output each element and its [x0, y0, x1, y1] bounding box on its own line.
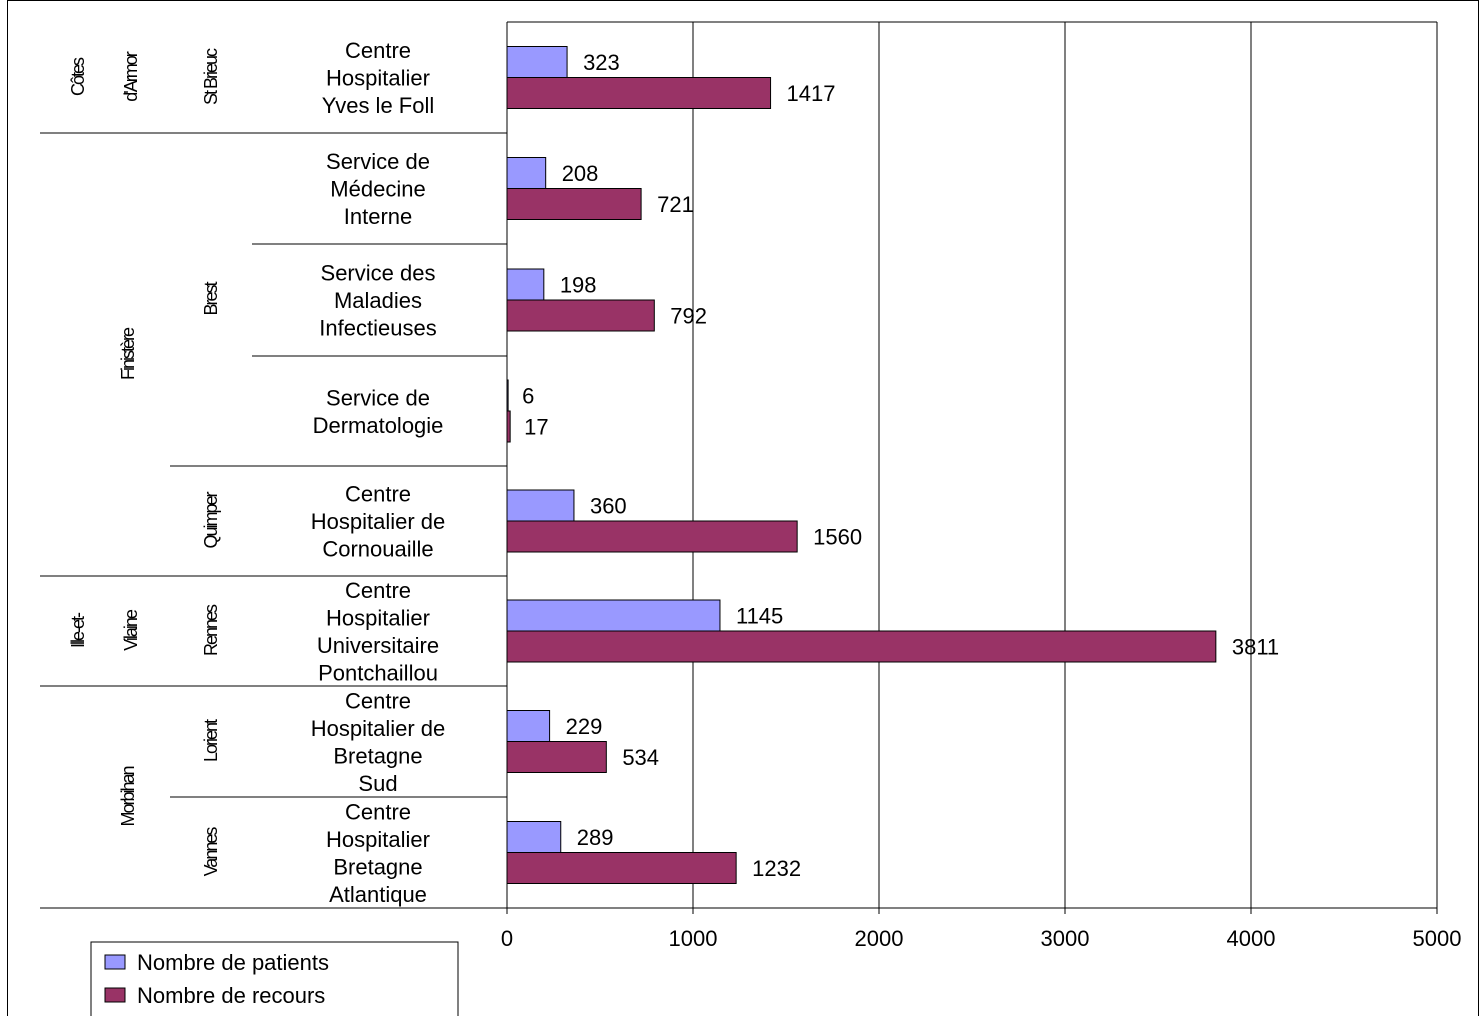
category-label: Maladies — [334, 288, 422, 313]
department-label: Ille-et- — [68, 612, 88, 648]
bar-patients — [506, 710, 551, 742]
data-label: 534 — [622, 745, 659, 770]
data-label: 229 — [566, 714, 603, 739]
bar-patients — [506, 821, 562, 853]
legend-box — [90, 941, 459, 1016]
legend-entry: Nombre de recours — [137, 983, 325, 1008]
chart-frame — [7, 0, 1479, 1016]
bar-recours — [506, 741, 607, 773]
data-label: 208 — [562, 161, 599, 186]
legend-swatch — [104, 954, 126, 970]
category-label: Service de — [326, 149, 430, 174]
x-tick-label: 2000 — [855, 926, 904, 951]
category-label: Infectieuses — [319, 316, 436, 341]
data-label: 289 — [577, 825, 614, 850]
x-tick-label: 1000 — [669, 926, 718, 951]
bar-recours — [506, 410, 511, 443]
data-label: 1417 — [787, 81, 836, 106]
city-label: St Brieuc — [201, 48, 221, 105]
category-label: Interne — [344, 204, 413, 229]
bar-recours — [506, 299, 655, 332]
x-tick-label: 3000 — [1041, 926, 1090, 951]
data-label: 3811 — [1232, 635, 1279, 660]
plot-area — [507, 22, 1437, 908]
category-label: Dermatologie — [313, 413, 444, 438]
legend-entry: Nombre de patients — [137, 950, 329, 975]
category-label: Bretagne — [333, 743, 422, 768]
city-label: Lorient — [201, 719, 221, 762]
department-label: Vilaine — [121, 609, 141, 651]
bar-patients — [506, 157, 547, 189]
bar-recours — [506, 188, 642, 220]
category-label: Universitaire — [317, 633, 439, 658]
bar-recours — [506, 630, 1217, 663]
x-tick-label: 5000 — [1413, 926, 1462, 951]
category-label: Centre — [345, 482, 411, 507]
x-tick-label: 4000 — [1227, 926, 1276, 951]
category-label: Hospitalier de — [311, 716, 446, 741]
category-label: Centre — [345, 688, 411, 713]
category-label: Hospitalier — [326, 66, 430, 91]
city-label: Quimper — [201, 491, 221, 548]
bar-patients — [506, 489, 575, 522]
bar-recours — [506, 520, 798, 553]
category-label: Hospitalier — [326, 605, 430, 630]
category-label: Service de — [326, 385, 430, 410]
bar-patients — [506, 46, 568, 78]
department-label: Morbihan — [118, 766, 138, 826]
category-label: Sud — [358, 771, 397, 796]
bar-recours — [506, 852, 737, 884]
category-label: Pontchaillou — [318, 660, 438, 685]
data-label: 1145 — [736, 604, 783, 629]
city-label: Vannes — [201, 827, 221, 877]
data-label: 721 — [657, 192, 694, 217]
bar-recours — [506, 77, 772, 109]
department-label: Côtes — [68, 57, 88, 96]
category-label: Hospitalier — [326, 827, 430, 852]
data-label: 323 — [583, 50, 620, 75]
bar-patients — [506, 268, 545, 301]
department-label: Finistère — [118, 327, 138, 380]
category-label: Service des — [321, 261, 436, 286]
data-label: 17 — [524, 415, 548, 440]
category-label: Centre — [345, 578, 411, 603]
category-label: Médecine — [330, 177, 425, 202]
legend-swatch — [104, 987, 126, 1003]
department-label: d'Armor — [121, 51, 141, 101]
category-label: Cornouaille — [322, 537, 433, 562]
category-label: Centre — [345, 799, 411, 824]
bar-patients — [506, 599, 721, 632]
data-label: 1232 — [752, 856, 801, 881]
x-tick-label: 0 — [501, 926, 513, 951]
data-label: 1560 — [813, 525, 862, 550]
category-label: Bretagne — [333, 854, 422, 879]
city-label: Rennes — [201, 604, 221, 656]
category-label: Atlantique — [329, 882, 427, 907]
data-label: 792 — [670, 304, 707, 329]
bar-patients — [506, 379, 509, 412]
city-label: Brest — [201, 281, 221, 315]
data-label: 198 — [560, 273, 597, 298]
data-label: 6 — [522, 384, 534, 409]
category-label: Yves le Foll — [322, 93, 435, 118]
category-label: Hospitalier de — [311, 509, 446, 534]
data-label: 360 — [590, 494, 627, 519]
category-label: Centre — [345, 38, 411, 63]
